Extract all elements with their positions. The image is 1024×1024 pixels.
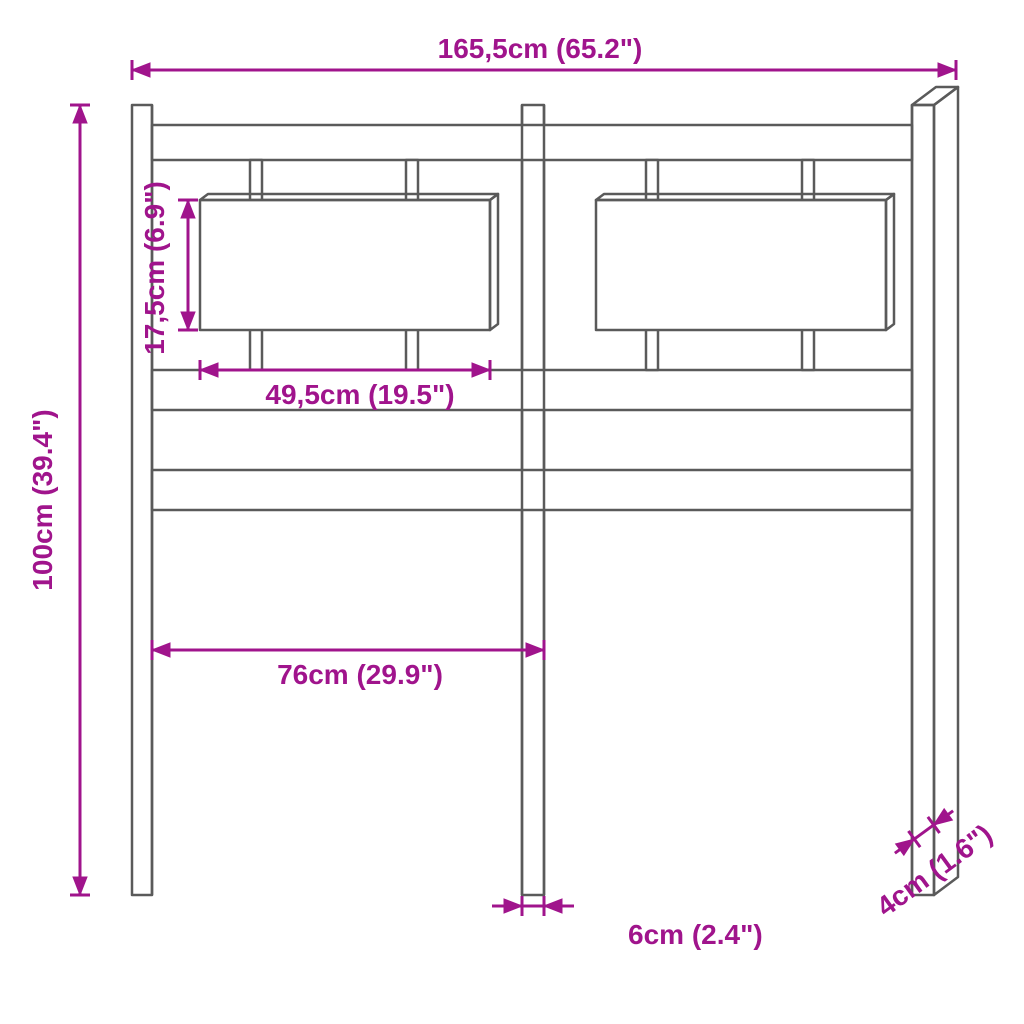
- dimension-label: 165,5cm (65.2"): [438, 33, 643, 64]
- dimension-label: 100cm (39.4"): [27, 409, 58, 590]
- dimension-label: 76cm (29.9"): [277, 659, 443, 690]
- dimension-label: 17,5cm (6.9"): [139, 181, 170, 355]
- dimension-label: 6cm (2.4"): [628, 919, 763, 950]
- headboard-drawing: [132, 105, 934, 895]
- dimension-label: 49,5cm (19.5"): [265, 379, 454, 410]
